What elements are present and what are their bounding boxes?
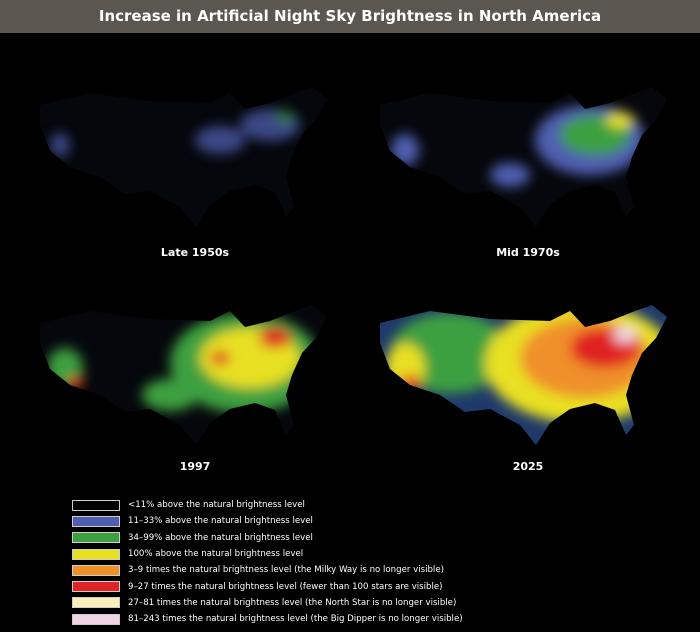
legend-swatch <box>72 515 120 527</box>
legend-label: 9–27 times the natural brightness level … <box>128 581 443 592</box>
legend-label: 34–99% above the natural brightness leve… <box>128 532 313 543</box>
legend-label: 11–33% above the natural brightness leve… <box>128 516 313 527</box>
panel-label: Mid 1970s <box>496 246 560 259</box>
legend-row: 81–243 times the natural brightness leve… <box>72 611 463 627</box>
panel-label: 2025 <box>512 460 544 473</box>
map-1970s <box>380 87 667 227</box>
legend-row: <11% above the natural brightness level <box>72 497 463 513</box>
legend: <11% above the natural brightness level 1… <box>72 497 463 627</box>
legend-row: 11–33% above the natural brightness leve… <box>72 513 463 529</box>
legend-swatch <box>72 613 120 625</box>
title: Increase in Artificial Night Sky Brightn… <box>0 0 700 33</box>
legend-label: 3–9 times the natural brightness level (… <box>128 565 444 576</box>
legend-swatch <box>72 548 120 560</box>
panel-label: Late 1950s <box>160 246 230 259</box>
legend-swatch <box>72 532 120 544</box>
legend-label: 81–243 times the natural brightness leve… <box>128 614 463 625</box>
legend-swatch <box>72 597 120 609</box>
legend-swatch <box>72 499 120 511</box>
map-1950s <box>40 87 327 227</box>
legend-row: 9–27 times the natural brightness level … <box>72 578 463 594</box>
legend-row: 100% above the natural brightness level <box>72 546 463 562</box>
map-grid <box>40 87 667 445</box>
legend-row: 34–99% above the natural brightness leve… <box>72 530 463 546</box>
map-1997 <box>40 305 327 445</box>
legend-swatch <box>72 581 120 593</box>
legend-swatch <box>72 564 120 576</box>
legend-row: 27–81 times the natural brightness level… <box>72 595 463 611</box>
legend-row: 3–9 times the natural brightness level (… <box>72 562 463 578</box>
legend-label: 27–81 times the natural brightness level… <box>128 597 457 608</box>
legend-label: 100% above the natural brightness level <box>128 549 304 560</box>
map-2025 <box>380 305 667 445</box>
panel-label: 1997 <box>179 460 211 473</box>
legend-label: <11% above the natural brightness level <box>128 500 305 511</box>
